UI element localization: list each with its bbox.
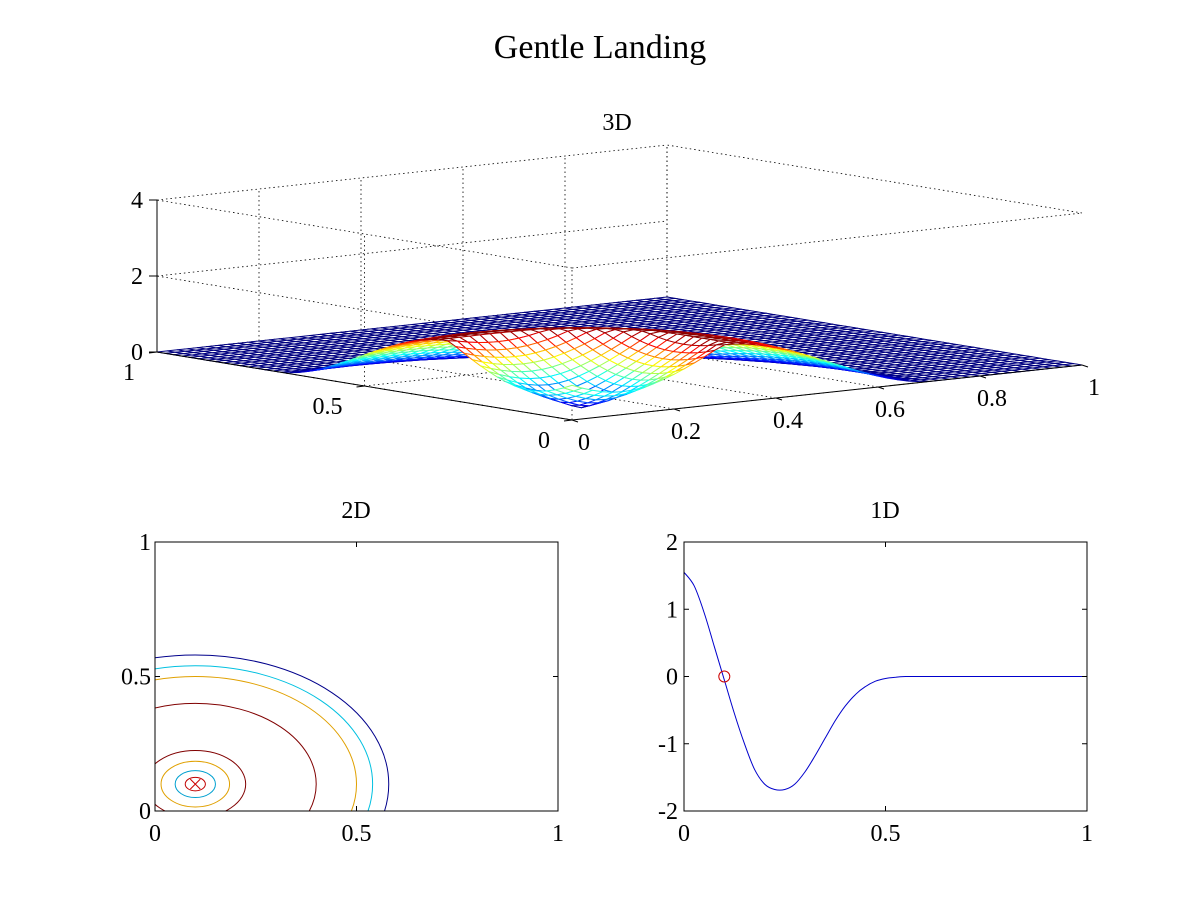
contour-level — [155, 702, 317, 811]
y-tick-label: 0 — [666, 665, 678, 691]
y-tick-label: 1 — [123, 360, 135, 386]
contour-level — [155, 665, 374, 811]
x-tick-mark — [775, 397, 783, 401]
surface-mesh — [156, 296, 1083, 409]
contour-level — [174, 770, 216, 799]
x-tick-label: 0.5 — [342, 821, 372, 847]
x-tick-label: 0.8 — [977, 386, 1007, 412]
contour-level — [184, 776, 206, 792]
grid-line — [156, 144, 668, 201]
y-tick-label: 0.5 — [313, 394, 343, 420]
z-tick-label: 0 — [131, 340, 143, 366]
x-tick-label: 0.6 — [875, 397, 905, 423]
x-tick-label: 1 — [1081, 821, 1093, 847]
y-tick-label: 1 — [139, 530, 151, 556]
grid-line — [156, 199, 573, 269]
grid-line — [156, 220, 668, 277]
contour-level — [155, 654, 390, 811]
x-tick-label: 0 — [678, 821, 690, 847]
x-tick-label: 0 — [578, 430, 590, 456]
z-tick-label: 2 — [131, 264, 143, 290]
y-tick-label: 2 — [666, 530, 678, 556]
contour-level — [160, 760, 231, 808]
line-plot: 1D 0 0.5 1 -2 -1 0 1 2 — [658, 498, 1093, 847]
surface-plot-title: 3D — [602, 110, 631, 136]
contour-plot-ticks: 0 0.5 1 0 0.5 1 — [121, 530, 564, 847]
z-tick-label: 4 — [131, 188, 143, 214]
x-tick-label: 0.4 — [773, 408, 803, 434]
surface-plot-axes — [148, 199, 1089, 423]
line-plot-title: 1D — [870, 498, 899, 524]
x-tick-mark — [571, 419, 579, 423]
y-tick-label: 0.5 — [121, 665, 151, 691]
contour-lines — [155, 654, 390, 811]
contour-plot-title: 2D — [341, 498, 370, 524]
y-tick-mark — [563, 419, 573, 422]
y-tick-label: 0 — [139, 799, 151, 825]
x-tick-label: 0.5 — [871, 821, 901, 847]
contour-marker — [189, 778, 201, 790]
x-axis-line — [571, 364, 1083, 421]
line-plot-ticks: 0 0.5 1 -2 -1 0 1 2 — [658, 530, 1093, 847]
contour-plot-frame — [154, 541, 559, 812]
contour-level — [155, 749, 247, 811]
x-tick-mark — [877, 386, 885, 390]
y-tick-label: -1 — [658, 732, 678, 758]
x-tick-label: 0 — [149, 821, 161, 847]
contour-level — [155, 676, 357, 811]
y-tick-label: 0 — [538, 428, 550, 454]
line-series — [683, 571, 1088, 791]
line-series-path — [683, 571, 1088, 791]
contour-plot: 2D 0 0.5 1 0 0.5 1 — [121, 498, 564, 847]
line-marker — [718, 670, 731, 683]
figure-title: Gentle Landing — [494, 29, 706, 66]
x-tick-mark — [673, 408, 681, 412]
x-tick-mark — [979, 375, 987, 379]
y-tick-mark — [356, 385, 365, 388]
box-edge — [571, 212, 1083, 269]
x-tick-label: 1 — [552, 821, 564, 847]
x-tick-mark — [1081, 364, 1089, 368]
y-tick-label: 1 — [666, 597, 678, 623]
box-edge — [666, 144, 1083, 214]
y-tick-label: -2 — [658, 799, 678, 825]
x-tick-label: 1 — [1088, 375, 1100, 401]
x-tick-label: 0.2 — [671, 419, 701, 445]
